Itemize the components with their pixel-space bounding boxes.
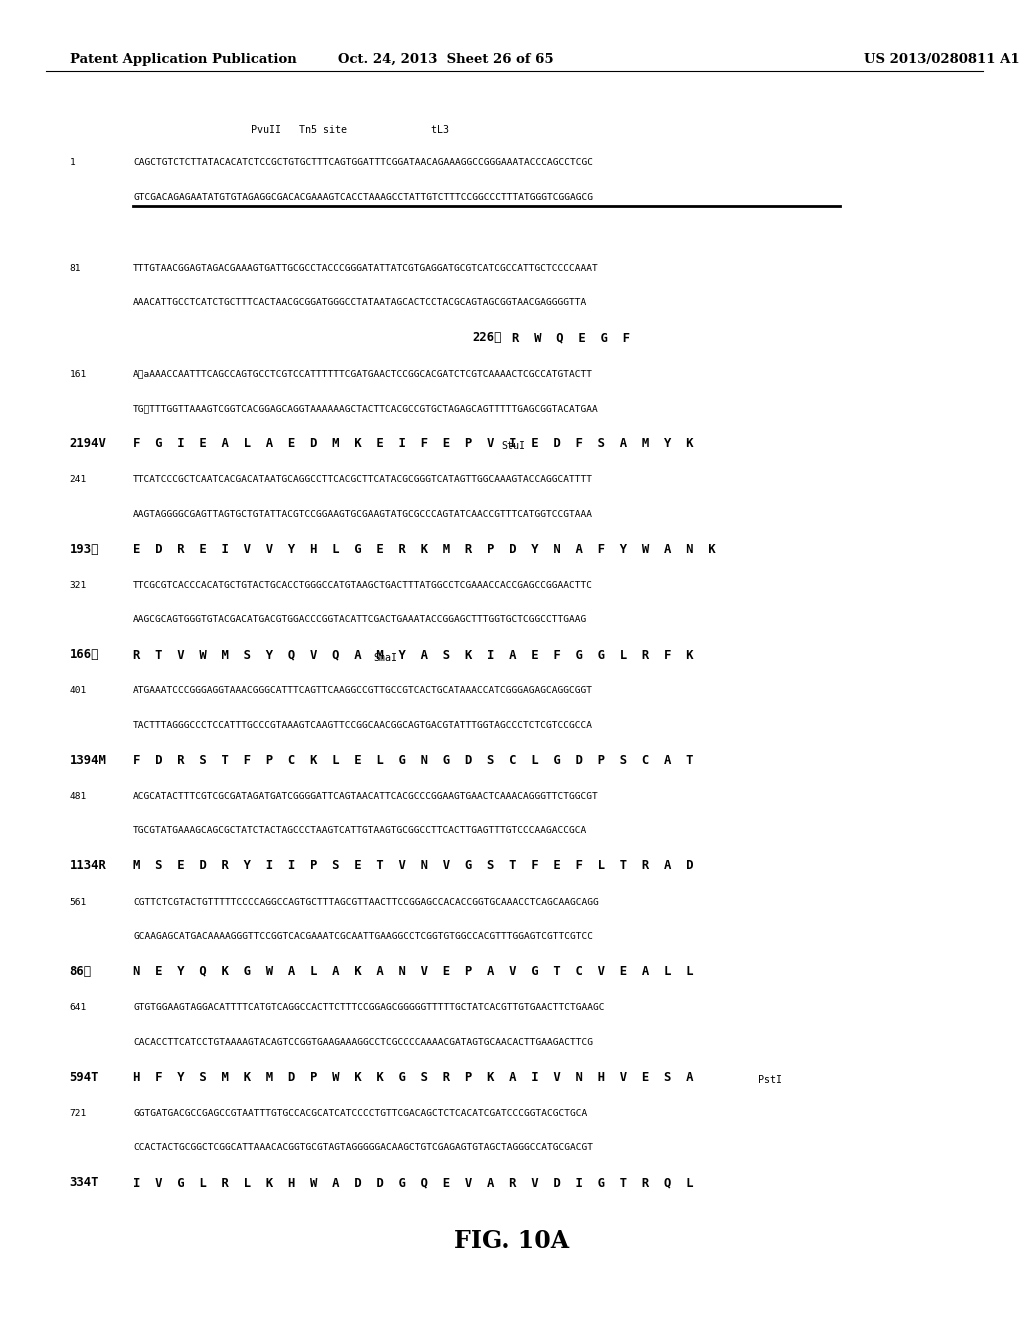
- Text: 641: 641: [70, 1003, 87, 1012]
- Text: R  W  Q  E  G  F: R W Q E G F: [512, 331, 630, 345]
- Text: I  V  G  L  R  L  K  H  W  A  D  D  G  Q  E  V  A  R  V  D  I  G  T  R  Q  L: I V G L R L K H W A D D G Q E V A R V D …: [133, 1176, 693, 1189]
- Text: TGℓTTTGGTTAAAGTCGGTCACGGAGCAGGTAAAAAAGCTACTTCACGCCGTGCTAGAGCAGTTTTTGAGCGGTACATGA: TGℓTTTGGTTAAAGTCGGTCACGGAGCAGGTAAAAAAGCT…: [133, 404, 599, 413]
- Text: M  S  E  D  R  Y  I  I  P  S  E  T  V  N  V  G  S  T  F  E  F  L  T  R  A  D: M S E D R Y I I P S E T V N V G S T F E …: [133, 859, 693, 873]
- Text: R  T  V  W  M  S  Y  Q  V  Q  A  M  Y  A  S  K  I  A  E  F  G  G  L  R  F  K: R T V W M S Y Q V Q A M Y A S K I A E F …: [133, 648, 693, 661]
- Text: ACGCATACTTTCGTCGCGATAGATGATCGGGGATTCAGTAACATTCACGCCCGGAAGTGAACTCAAACAGGGTTCTGGCG: ACGCATACTTTCGTCGCGATAGATGATCGGGGATTCAGTA…: [133, 792, 599, 801]
- Text: 226ℓ: 226ℓ: [472, 331, 502, 345]
- Text: AAACATTGCCTCATCTGCTTTCACTAACGCGGATGGGCCTATAATAGCACTCCTACGCAGTAGCGGTAACGAGGGGTTA: AAACATTGCCTCATCTGCTTTCACTAACGCGGATGGGCCT…: [133, 298, 588, 308]
- Text: 401: 401: [70, 686, 87, 696]
- Text: StuI: StuI: [502, 441, 525, 451]
- Text: Oct. 24, 2013  Sheet 26 of 65: Oct. 24, 2013 Sheet 26 of 65: [338, 53, 553, 66]
- Text: 166ℓ: 166ℓ: [70, 648, 99, 661]
- Text: AAGCGCAGTGGGTGTACGACATGACGTGGACCCGGTACATTCGACTGAAATACCGGAGCTTTGGTGCTCGGCCTTGAAG: AAGCGCAGTGGGTGTACGACATGACGTGGACCCGGTACAT…: [133, 615, 588, 624]
- Text: 2194V: 2194V: [70, 437, 106, 450]
- Text: CCACTACTGCGGCTCGGCATTAAACACGGTGCGTAGTAGGGGGACAAGCTGTCGAGAGTGTAGCTAGGGCCATGCGACGT: CCACTACTGCGGCTCGGCATTAAACACGGTGCGTAGTAGG…: [133, 1143, 593, 1152]
- Text: N  E  Y  Q  K  G  W  A  L  A  K  A  N  V  E  P  A  V  G  T  C  V  E  A  L  L: N E Y Q K G W A L A K A N V E P A V G T …: [133, 965, 693, 978]
- Text: PvuII   Tn5 site              tL3: PvuII Tn5 site tL3: [251, 124, 449, 135]
- Text: Patent Application Publication: Patent Application Publication: [70, 53, 296, 66]
- Text: TTTGTAACGGAGTAGACGAAAGTGATTGCGCCTACCCGGGATATTATCGTGAGGATGCGTCATCGCCATTGCTCCCCAAA: TTTGTAACGGAGTAGACGAAAGTGATTGCGCCTACCCGGG…: [133, 264, 599, 273]
- Text: 193ℓ: 193ℓ: [70, 543, 99, 556]
- Text: F  G  I  E  A  L  A  E  D  M  K  E  I  F  E  P  V  I  E  D  F  S  A  M  Y  K: F G I E A L A E D M K E I F E P V I E D …: [133, 437, 693, 450]
- Text: E  D  R  E  I  V  V  Y  H  L  G  E  R  K  M  R  P  D  Y  N  A  F  Y  W  A  N  K: E D R E I V V Y H L G E R K M R P D Y N …: [133, 543, 716, 556]
- Text: 81: 81: [70, 264, 81, 273]
- Text: TTCATCCCGCTCAATCACGACATAATGCAGGCCTTCACGCTTCATACGCGGGTCATAGTTGGCAAAGTACCAGGCATTTT: TTCATCCCGCTCAATCACGACATAATGCAGGCCTTCACGC…: [133, 475, 593, 484]
- Text: 334T: 334T: [70, 1176, 99, 1189]
- Text: FIG. 10A: FIG. 10A: [455, 1229, 569, 1253]
- Text: CACACCTTCATCCTGTAAAAGTACAGTCCGGTGAAGAAAGGCCTCGCCCCAAAACGATAGTGCAACACTTGAAGACTTCG: CACACCTTCATCCTGTAAAAGTACAGTCCGGTGAAGAAAG…: [133, 1038, 593, 1047]
- Text: 161: 161: [70, 370, 87, 379]
- Text: F  D  R  S  T  F  P  C  K  L  E  L  G  N  G  D  S  C  L  G  D  P  S  C  A  T: F D R S T F P C K L E L G N G D S C L G …: [133, 754, 693, 767]
- Text: GTCGACAGAGAATATGTGTAGAGGCGACACGAAAGTCACCTAAAGCCTATTGTCTTTCCGGCCCTTTATGGGTCGGAGCG: GTCGACAGAGAATATGTGTAGAGGCGACACGAAAGTCACC…: [133, 193, 593, 202]
- Text: 86ℓ: 86ℓ: [70, 965, 92, 978]
- Text: H  F  Y  S  M  K  M  D  P  W  K  K  G  S  R  P  K  A  I  V  N  H  V  E  S  A: H F Y S M K M D P W K K G S R P K A I V …: [133, 1071, 693, 1084]
- Text: 1134R: 1134R: [70, 859, 106, 873]
- Text: 481: 481: [70, 792, 87, 801]
- Text: AℓaAAACCAATTTCAGCCAGTGCCTCGTCCATTTTTTCGATGAACTCCGGCACGATCTCGTCAAAACTCGCCATGTACTT: AℓaAAACCAATTTCAGCCAGTGCCTCGTCCATTTTTTCGA…: [133, 370, 593, 379]
- Text: ATGAAATCCCGGGAGGTAAACGGGCATTTCAGTTCAAGGCCGTTGCCGTCACTGCATAAACCATCGGGAGAGCAGGCGGT: ATGAAATCCCGGGAGGTAAACGGGCATTTCAGTTCAAGGC…: [133, 686, 593, 696]
- Text: 1: 1: [70, 158, 76, 168]
- Text: CAGCTGTCTCTTATACACATCTCCGCTGTGCTTTCAGTGGATTTCGGATAACAGAAAGGCCGGGAAATACCCAGCCTCGC: CAGCTGTCTCTTATACACATCTCCGCTGTGCTTTCAGTGG…: [133, 158, 593, 168]
- Text: GTGTGGAAGTAGGACATTTTCATGTCAGGCCACTTCTTTCCGGAGCGGGGGTTTTTGCTATCACGTTGTGAACTTCTGAA: GTGTGGAAGTAGGACATTTTCATGTCAGGCCACTTCTTTC…: [133, 1003, 604, 1012]
- Text: GCAAGAGCATGACAAAAGGGTTCCGGTCACGAAATCGCAATTGAAGGCCTCGGTGTGGCCACGTTTGGAGTCGTTCGTCC: GCAAGAGCATGACAAAAGGGTTCCGGTCACGAAATCGCAA…: [133, 932, 593, 941]
- Text: 321: 321: [70, 581, 87, 590]
- Text: 561: 561: [70, 898, 87, 907]
- Text: 594T: 594T: [70, 1071, 99, 1084]
- Text: CGTTCTCGTACTGTTTTTCCCCAGGCCAGTGCTTTAGCGTTAACTTCCGGAGCCACACCGGTGCAAACCTCAGCAAGCAG: CGTTCTCGTACTGTTTTTCCCCAGGCCAGTGCTTTAGCGT…: [133, 898, 599, 907]
- Text: 241: 241: [70, 475, 87, 484]
- Text: AAGTAGGGGCGAGTTAGTGCTGTATTACGTCCGGAAGTGCGAAGTATGCGCCCAGTATCAACCGTTTCATGGTCCGTAAA: AAGTAGGGGCGAGTTAGTGCTGTATTACGTCCGGAAGTGC…: [133, 510, 593, 519]
- Text: TTCGCGTCACCCACATGCTGTACTGCACCTGGGCCATGTAAGCTGACTTTATGGCCTCGAAACCACCGAGCCGGAACTTC: TTCGCGTCACCCACATGCTGTACTGCACCTGGGCCATGTA…: [133, 581, 593, 590]
- Text: SmaI: SmaI: [374, 652, 397, 663]
- Text: US 2013/0280811 A1: US 2013/0280811 A1: [864, 53, 1020, 66]
- Text: 721: 721: [70, 1109, 87, 1118]
- Text: PstI: PstI: [758, 1074, 781, 1085]
- Text: TGCGTATGAAAGCAGCGCTATCTACTAGCCCTAAGTCATTGTAAGTGCGGCCTTCACTTGAGTTTGTCCCAAGACCGCA: TGCGTATGAAAGCAGCGCTATCTACTAGCCCTAAGTCATT…: [133, 826, 588, 836]
- Text: 1394M: 1394M: [70, 754, 106, 767]
- Text: TACTTTAGGGCCCTCCATTTGCCCGTAAAGTCAAGTTCCGGCAACGGCAGTGACGTATTTGGTAGCCCTCTCGTCCGCCA: TACTTTAGGGCCCTCCATTTGCCCGTAAAGTCAAGTTCCG…: [133, 721, 593, 730]
- Text: GGTGATGACGCCGAGCCGTAATTTGTGCCACGCATCATCCCCTGTTCGACAGCTCTCACATCGATCCCGGTACGCTGCA: GGTGATGACGCCGAGCCGTAATTTGTGCCACGCATCATCC…: [133, 1109, 588, 1118]
